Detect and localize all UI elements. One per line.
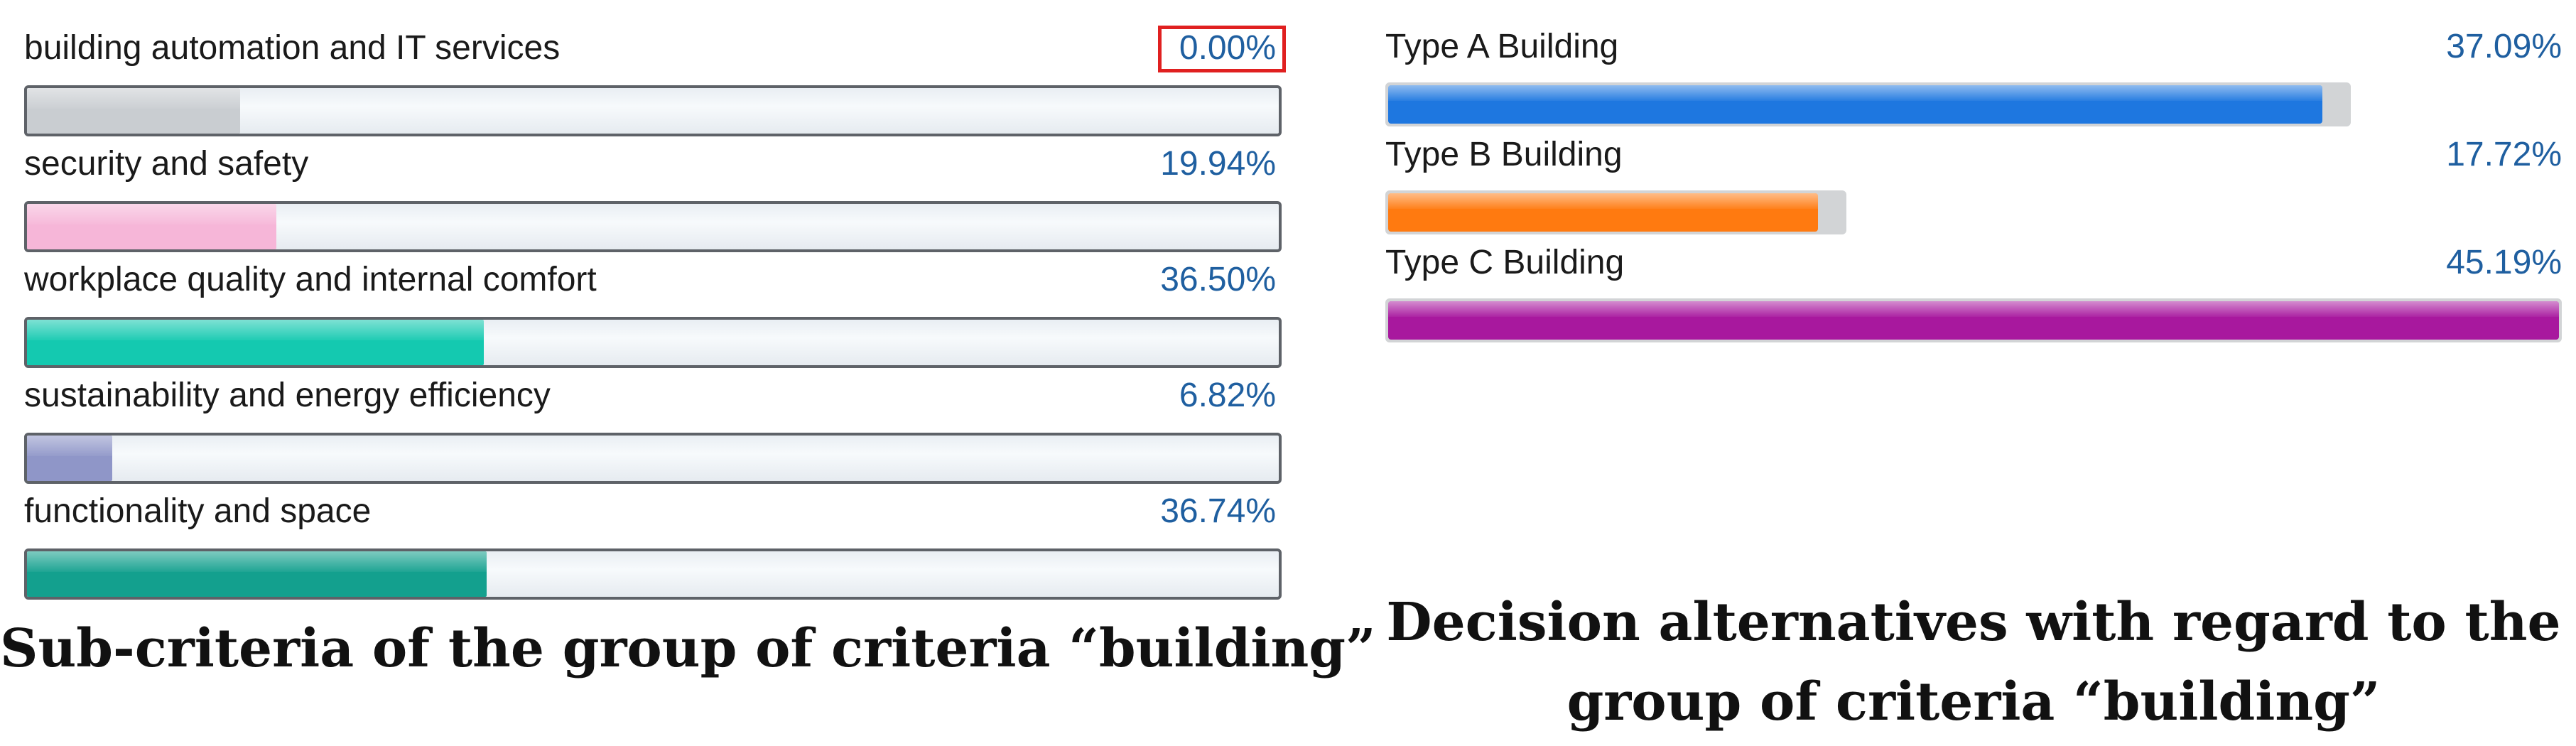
alternative-row: Type A Building 37.09% — [1385, 27, 2562, 126]
criterion-bar — [27, 88, 240, 134]
criterion-row: security and safety 19.94% — [24, 144, 1282, 252]
criterion-bar — [27, 551, 487, 597]
criterion-bar-track — [24, 433, 1282, 484]
criterion-label: sustainability and energy efficiency — [24, 377, 551, 414]
alternatives-caption: Decision alternatives with regard to the… — [1371, 583, 2576, 742]
bar-highlight — [1388, 193, 1819, 209]
alternatives-chart: Type A Building 37.09% Type B Building 17.7… — [1371, 0, 2576, 746]
highlight-box — [1158, 26, 1286, 72]
alternative-bar — [1388, 193, 1819, 232]
criterion-value: 0.00% — [1179, 29, 1276, 67]
alternative-bar-track — [1385, 82, 2352, 126]
criterion-bar — [27, 436, 113, 481]
criterion-bar — [27, 320, 485, 365]
criterion-row: functionality and space 36.74% — [24, 492, 1282, 600]
alternative-bar — [1388, 301, 2559, 340]
alternative-label: Type A Building — [1385, 28, 1619, 65]
bar-highlight — [1388, 85, 2323, 101]
alternative-bar-track — [1385, 298, 2562, 342]
criterion-bar-track — [24, 201, 1282, 252]
bar-highlight — [27, 320, 485, 340]
alternative-bar — [1388, 85, 2323, 124]
alternative-value: 45.19% — [2446, 244, 2562, 281]
alternative-value: 17.72% — [2446, 136, 2562, 173]
criterion-row: workplace quality and internal comfort 36… — [24, 260, 1282, 368]
criterion-value: 36.50% — [1160, 261, 1276, 298]
alternative-row: Type B Building 17.72% — [1385, 135, 2562, 234]
bar-highlight — [27, 436, 113, 456]
criterion-bar-track — [24, 85, 1282, 136]
alternative-label: Type C Building — [1385, 244, 1625, 281]
criterion-row: building automation and IT services 0.00% — [24, 26, 1286, 136]
criterion-bar-track — [24, 548, 1282, 600]
sub-criteria-chart: building automation and IT services 0.00%… — [0, 26, 1376, 679]
criterion-bar-track — [24, 317, 1282, 368]
bar-highlight — [27, 204, 277, 225]
criterion-bar — [27, 204, 277, 249]
alternative-bar-track — [1385, 190, 1847, 234]
criterion-label: security and safety — [24, 145, 309, 183]
criterion-value: 6.82% — [1179, 377, 1276, 414]
alternative-row: Type C Building 45.19% — [1385, 243, 2562, 342]
bar-highlight — [27, 551, 487, 572]
alternatives-caption-line-2: group of criteria “building” — [1566, 671, 2381, 733]
criterion-row: sustainability and energy efficiency 6.82… — [24, 376, 1282, 484]
criterion-value: 19.94% — [1160, 145, 1276, 183]
bar-highlight — [1388, 301, 2559, 317]
alternatives-caption-line-1: Decision alternatives with regard to the — [1386, 592, 2561, 653]
criterion-label: functionality and space — [24, 492, 372, 530]
sub-criteria-caption: Sub-criteria of the group of criteria “b… — [0, 618, 1376, 679]
alternative-value: 37.09% — [2446, 28, 2562, 65]
criterion-label: workplace quality and internal comfort — [24, 261, 597, 298]
criterion-value: 36.74% — [1160, 492, 1276, 530]
criterion-label: building automation and IT services — [24, 29, 561, 67]
alternative-label: Type B Building — [1385, 136, 1623, 173]
bar-highlight — [27, 88, 240, 109]
